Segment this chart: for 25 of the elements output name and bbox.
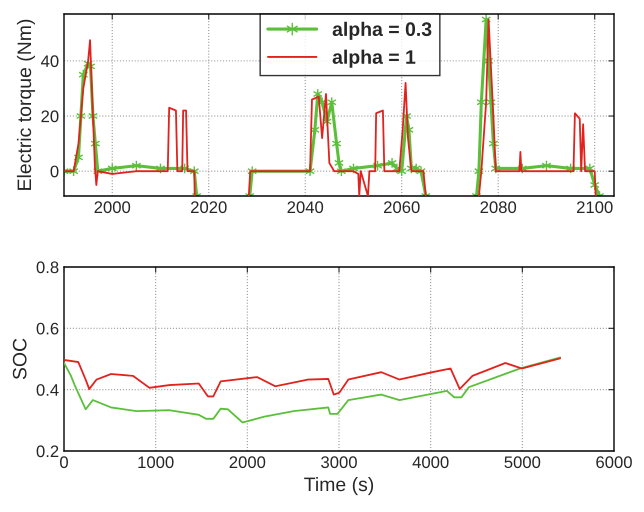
x-tick-label: 2020	[191, 201, 227, 214]
x-tick-label: 2080	[480, 201, 516, 214]
y-tick-label: 20	[41, 110, 58, 122]
x-tick-label: 2100	[577, 201, 613, 214]
x-tick-label: 2000	[230, 456, 266, 468]
legend-label: alpha = 0.3	[332, 22, 432, 40]
legend-label: alpha = 1	[332, 50, 416, 68]
y-tick-label: 0.4	[36, 384, 59, 396]
y-axis-title: SOC	[12, 338, 27, 380]
x-tick-label: 2060	[384, 201, 420, 214]
x-tick-label: 2000	[94, 201, 130, 214]
y-tick-label: 0.8	[36, 261, 58, 274]
x-tick-label: 0	[60, 456, 68, 468]
y-tick-label: 0	[50, 166, 58, 178]
x-tick-label: 4000	[412, 456, 449, 468]
y-axis-title: Electric torque (Nm)	[16, 20, 36, 190]
x-axis-title: Time (s)	[304, 476, 374, 496]
x-tick-label: 3000	[321, 456, 357, 468]
x-tick-label: 2040	[288, 201, 324, 214]
y-tick-label: 40	[40, 55, 58, 68]
x-tick-label: 5000	[504, 456, 540, 468]
x-tick-label: 6000	[596, 456, 632, 468]
x-tick-label: 1000	[138, 456, 174, 468]
y-tick-label: 0.2	[36, 445, 58, 458]
y-tick-label: 0.6	[36, 322, 58, 335]
